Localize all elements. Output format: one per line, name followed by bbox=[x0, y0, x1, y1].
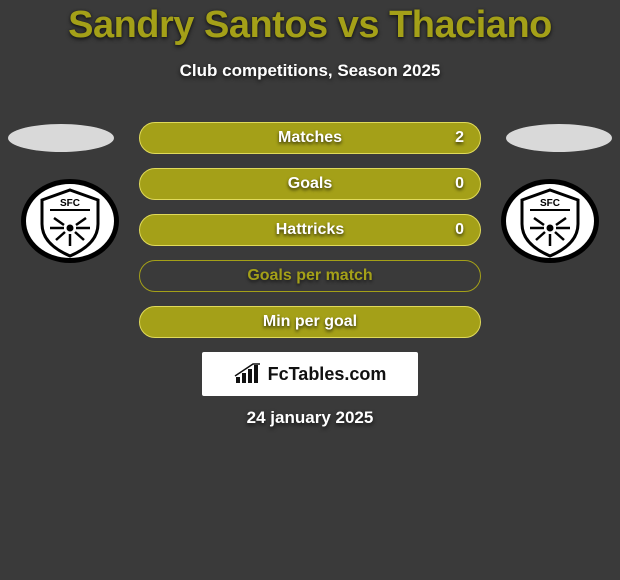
stat-row-goals: Goals 0 bbox=[139, 168, 481, 200]
stat-row-hattricks: Hattricks 0 bbox=[139, 214, 481, 246]
stat-label: Goals bbox=[288, 175, 332, 193]
page-title: Sandry Santos vs Thaciano bbox=[0, 0, 620, 47]
stat-row-matches: Matches 2 bbox=[139, 122, 481, 154]
stat-value: 0 bbox=[455, 221, 464, 239]
player1-club-badge: SFC bbox=[20, 178, 120, 264]
brand-name: FcTables.com bbox=[268, 364, 387, 385]
stat-value: 0 bbox=[455, 175, 464, 193]
stat-rows: Matches 2 Goals 0 Hattricks 0 Goals per … bbox=[139, 122, 481, 352]
badge-text: SFC bbox=[60, 198, 80, 209]
stat-value: 2 bbox=[455, 129, 464, 147]
subtitle: Club competitions, Season 2025 bbox=[0, 61, 620, 81]
chart-icon bbox=[234, 363, 262, 385]
stat-label: Hattricks bbox=[276, 221, 344, 239]
stat-label: Goals per match bbox=[247, 267, 372, 285]
stat-label: Matches bbox=[278, 129, 342, 147]
brand-box[interactable]: FcTables.com bbox=[202, 352, 418, 396]
player2-club-badge: SFC bbox=[500, 178, 600, 264]
stat-label: Min per goal bbox=[263, 313, 357, 331]
stat-row-min-per-goal: Min per goal bbox=[139, 306, 481, 338]
date-text: 24 january 2025 bbox=[0, 408, 620, 428]
comparison-card: Sandry Santos vs Thaciano Club competiti… bbox=[0, 0, 620, 580]
stat-row-goals-per-match: Goals per match bbox=[139, 260, 481, 292]
badge-text: SFC bbox=[540, 198, 560, 209]
player2-avatar-placeholder bbox=[506, 124, 612, 152]
player1-avatar-placeholder bbox=[8, 124, 114, 152]
